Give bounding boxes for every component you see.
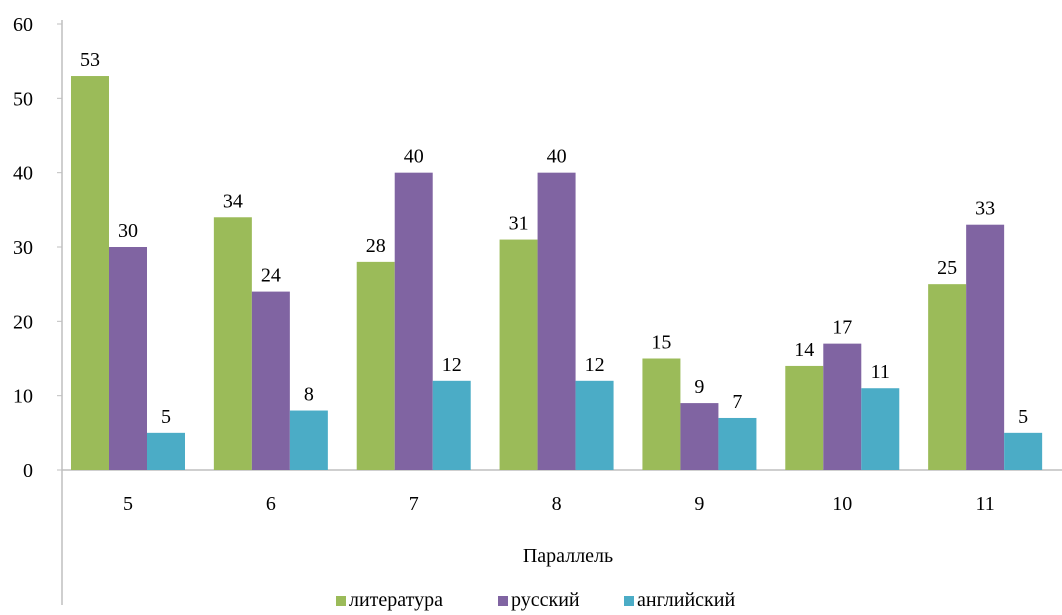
legend-swatch: [498, 596, 508, 606]
y-axis-ticks: 0 10 20 30 40 50 60: [13, 14, 62, 482]
x-category-label: 6: [266, 493, 276, 515]
bar-русский-9: [680, 403, 719, 470]
data-label: 28: [366, 235, 386, 257]
data-label: 34: [223, 190, 243, 212]
x-axis-title: Параллель: [523, 545, 613, 567]
data-label: 24: [261, 265, 281, 287]
legend-swatch: [624, 596, 634, 606]
legend-swatch: [336, 596, 346, 606]
bar-литература-9: [642, 358, 681, 470]
data-label: 31: [509, 213, 529, 235]
bar-литература-5: [71, 76, 109, 471]
data-label: 5: [161, 406, 171, 428]
y-tick-label: 20: [13, 311, 33, 333]
x-category-label: 5: [123, 493, 133, 515]
x-category-label: 8: [552, 493, 562, 515]
data-labels-group: 53 30 5 34 24 8 28 40 12 31 40 12 15 9 7 14 17 11 25 33 5: [80, 49, 1028, 428]
data-label: 40: [404, 146, 424, 168]
bar-русский-5: [109, 247, 147, 470]
x-category-label: 7: [409, 493, 419, 515]
y-tick-label: 40: [13, 163, 33, 185]
bar-английский-8: [575, 380, 614, 470]
y-tick-label: 60: [13, 14, 33, 36]
data-label: 12: [442, 354, 462, 376]
bar-русский-11: [966, 224, 1005, 470]
bar-литература-11: [928, 284, 967, 470]
bar-литература-10: [785, 365, 824, 470]
bar-литература-6: [213, 217, 252, 470]
data-label: 8: [304, 384, 314, 406]
x-category-label: 10: [832, 493, 852, 515]
legend-label: литература: [349, 589, 443, 611]
data-label: 53: [80, 49, 100, 71]
data-label: 7: [732, 391, 742, 413]
data-label: 25: [937, 257, 957, 279]
data-label: 15: [651, 332, 671, 354]
data-label: 30: [118, 220, 138, 242]
x-category-label: 9: [694, 493, 704, 515]
y-tick-label: 50: [13, 88, 33, 110]
bar-литература-7: [356, 261, 395, 470]
data-label: 17: [832, 317, 852, 339]
bar-русский-7: [394, 172, 433, 470]
bar-английский-11: [1004, 432, 1043, 470]
bars-group: [71, 76, 1043, 471]
bar-русский-8: [537, 172, 576, 470]
y-tick-label: 0: [23, 460, 33, 482]
data-label: 33: [975, 198, 995, 220]
legend: литература русский английский: [336, 589, 735, 611]
y-tick-label: 30: [13, 237, 33, 259]
x-category-label: 11: [976, 493, 995, 515]
data-label: 9: [694, 376, 704, 398]
bar-литература-8: [499, 239, 538, 470]
bar-английский-5: [147, 432, 185, 470]
data-label: 11: [871, 361, 890, 383]
bar-русский-10: [823, 343, 862, 470]
y-tick-label: 10: [13, 386, 33, 408]
bar-английский-10: [861, 388, 900, 470]
x-axis-category-labels: 5 6 7 8 9 10 11: [123, 493, 995, 515]
data-label: 14: [794, 339, 814, 361]
legend-label: английский: [637, 589, 735, 611]
data-label: 12: [585, 354, 605, 376]
bar-английский-6: [289, 410, 328, 470]
bar-английский-9: [718, 417, 757, 470]
data-label: 5: [1018, 406, 1028, 428]
bar-английский-7: [432, 380, 471, 470]
legend-label: русский: [511, 589, 580, 611]
data-label: 40: [547, 146, 567, 168]
bar-русский-6: [251, 291, 290, 470]
